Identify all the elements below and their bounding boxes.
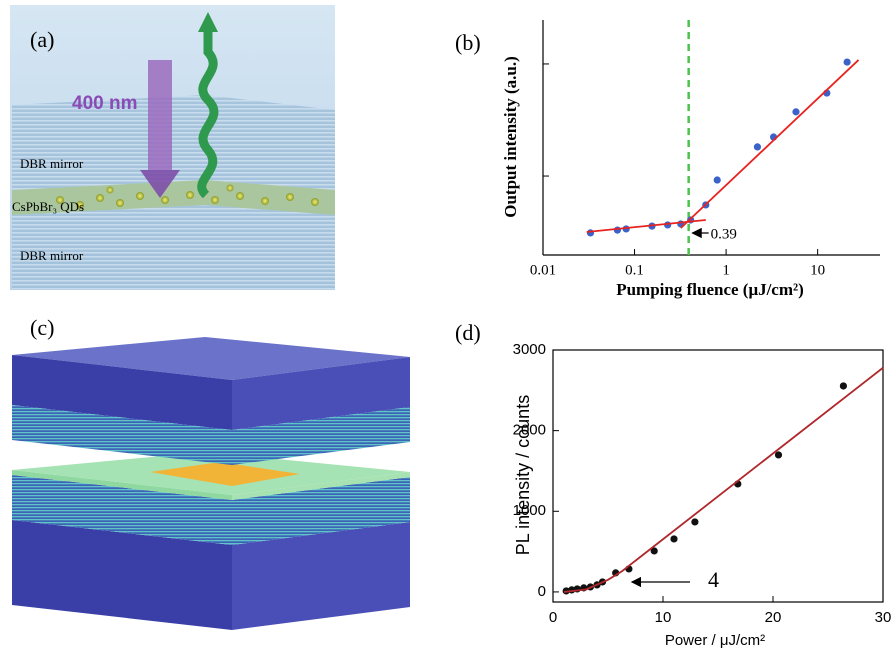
data-point (753, 143, 762, 151)
panel-a: (a) 400 nm DBR mirror CsPbBr₃ QDs DBR mi… (10, 5, 335, 290)
data-point (691, 518, 699, 526)
data-point (613, 226, 622, 234)
charts: 0.01 0.1 1 10 0.39 (b) Pumping fluence (μJ/cm²… (455, 20, 891, 649)
y-tick-label: 0 (538, 583, 546, 600)
y-axis-title: PL intensity / counts (513, 395, 533, 555)
cavity-right (232, 472, 410, 500)
bottom-block-left (12, 520, 232, 630)
data-point (713, 176, 721, 184)
x-tick-label: 10 (655, 609, 672, 626)
data-point (843, 58, 851, 66)
data-point (774, 451, 783, 459)
data-point (670, 535, 678, 543)
quantum-dots (56, 184, 319, 209)
x-axis-title: Pumping fluence (μJ/cm²) (616, 280, 804, 299)
panel-label: (a) (30, 27, 54, 52)
x-tick-label: 20 (765, 609, 782, 626)
pump-label: 400 nm (72, 93, 137, 114)
y-tick-label: 2000 (513, 422, 546, 439)
panel-c: (c) (12, 315, 410, 630)
x-tick-label: 10 (810, 262, 825, 278)
panel-label: (c) (30, 315, 54, 340)
fit-line (680, 59, 860, 229)
plot-frame (552, 349, 884, 603)
x-tick-label: 1 (722, 262, 730, 278)
gain-layer (150, 462, 300, 486)
top-block-top (12, 337, 410, 380)
data-point (650, 547, 658, 555)
threshold-label: 0.39 (711, 226, 737, 242)
annotation-label: 4 (708, 567, 719, 592)
x-axis-title: Power / μJ/cm² (665, 632, 765, 649)
top-block-right (232, 357, 410, 430)
data-point (586, 229, 595, 237)
pump-beam (148, 60, 172, 170)
emission-helix (197, 30, 219, 199)
pump-arrowhead (140, 170, 180, 198)
layer-label: CsPbBr₃ QDs (12, 199, 84, 214)
top-dbr-left (12, 405, 232, 465)
cavity-left (12, 470, 232, 500)
panel-label: (b) (455, 30, 481, 55)
layer-label: DBR mirror (20, 248, 84, 263)
bottom-dbr-right (232, 477, 410, 545)
top-dbr (12, 95, 335, 190)
x-tick-label: 0 (549, 609, 557, 626)
emission-arrowhead (198, 12, 218, 32)
bottom-dbr-left (12, 475, 232, 545)
panel-label: (d) (455, 320, 481, 345)
x-tick-label: 0.01 (530, 262, 556, 278)
y-axis-title: Output intensity (a.u.) (501, 56, 520, 218)
top-dbr-right (232, 407, 410, 465)
bottom-dbr (12, 205, 335, 290)
bottom-block-right (232, 522, 410, 630)
x-tick-label: 0.1 (625, 262, 644, 278)
qd-layer (12, 180, 335, 215)
layer-label: DBR mirror (20, 156, 84, 171)
y-tick-label: 1000 (513, 502, 546, 519)
data-point (839, 382, 848, 390)
y-tick-label: 3000 (513, 341, 546, 358)
data-point (792, 108, 800, 116)
fit-line (563, 367, 884, 593)
x-tick-label: 30 (875, 609, 892, 626)
